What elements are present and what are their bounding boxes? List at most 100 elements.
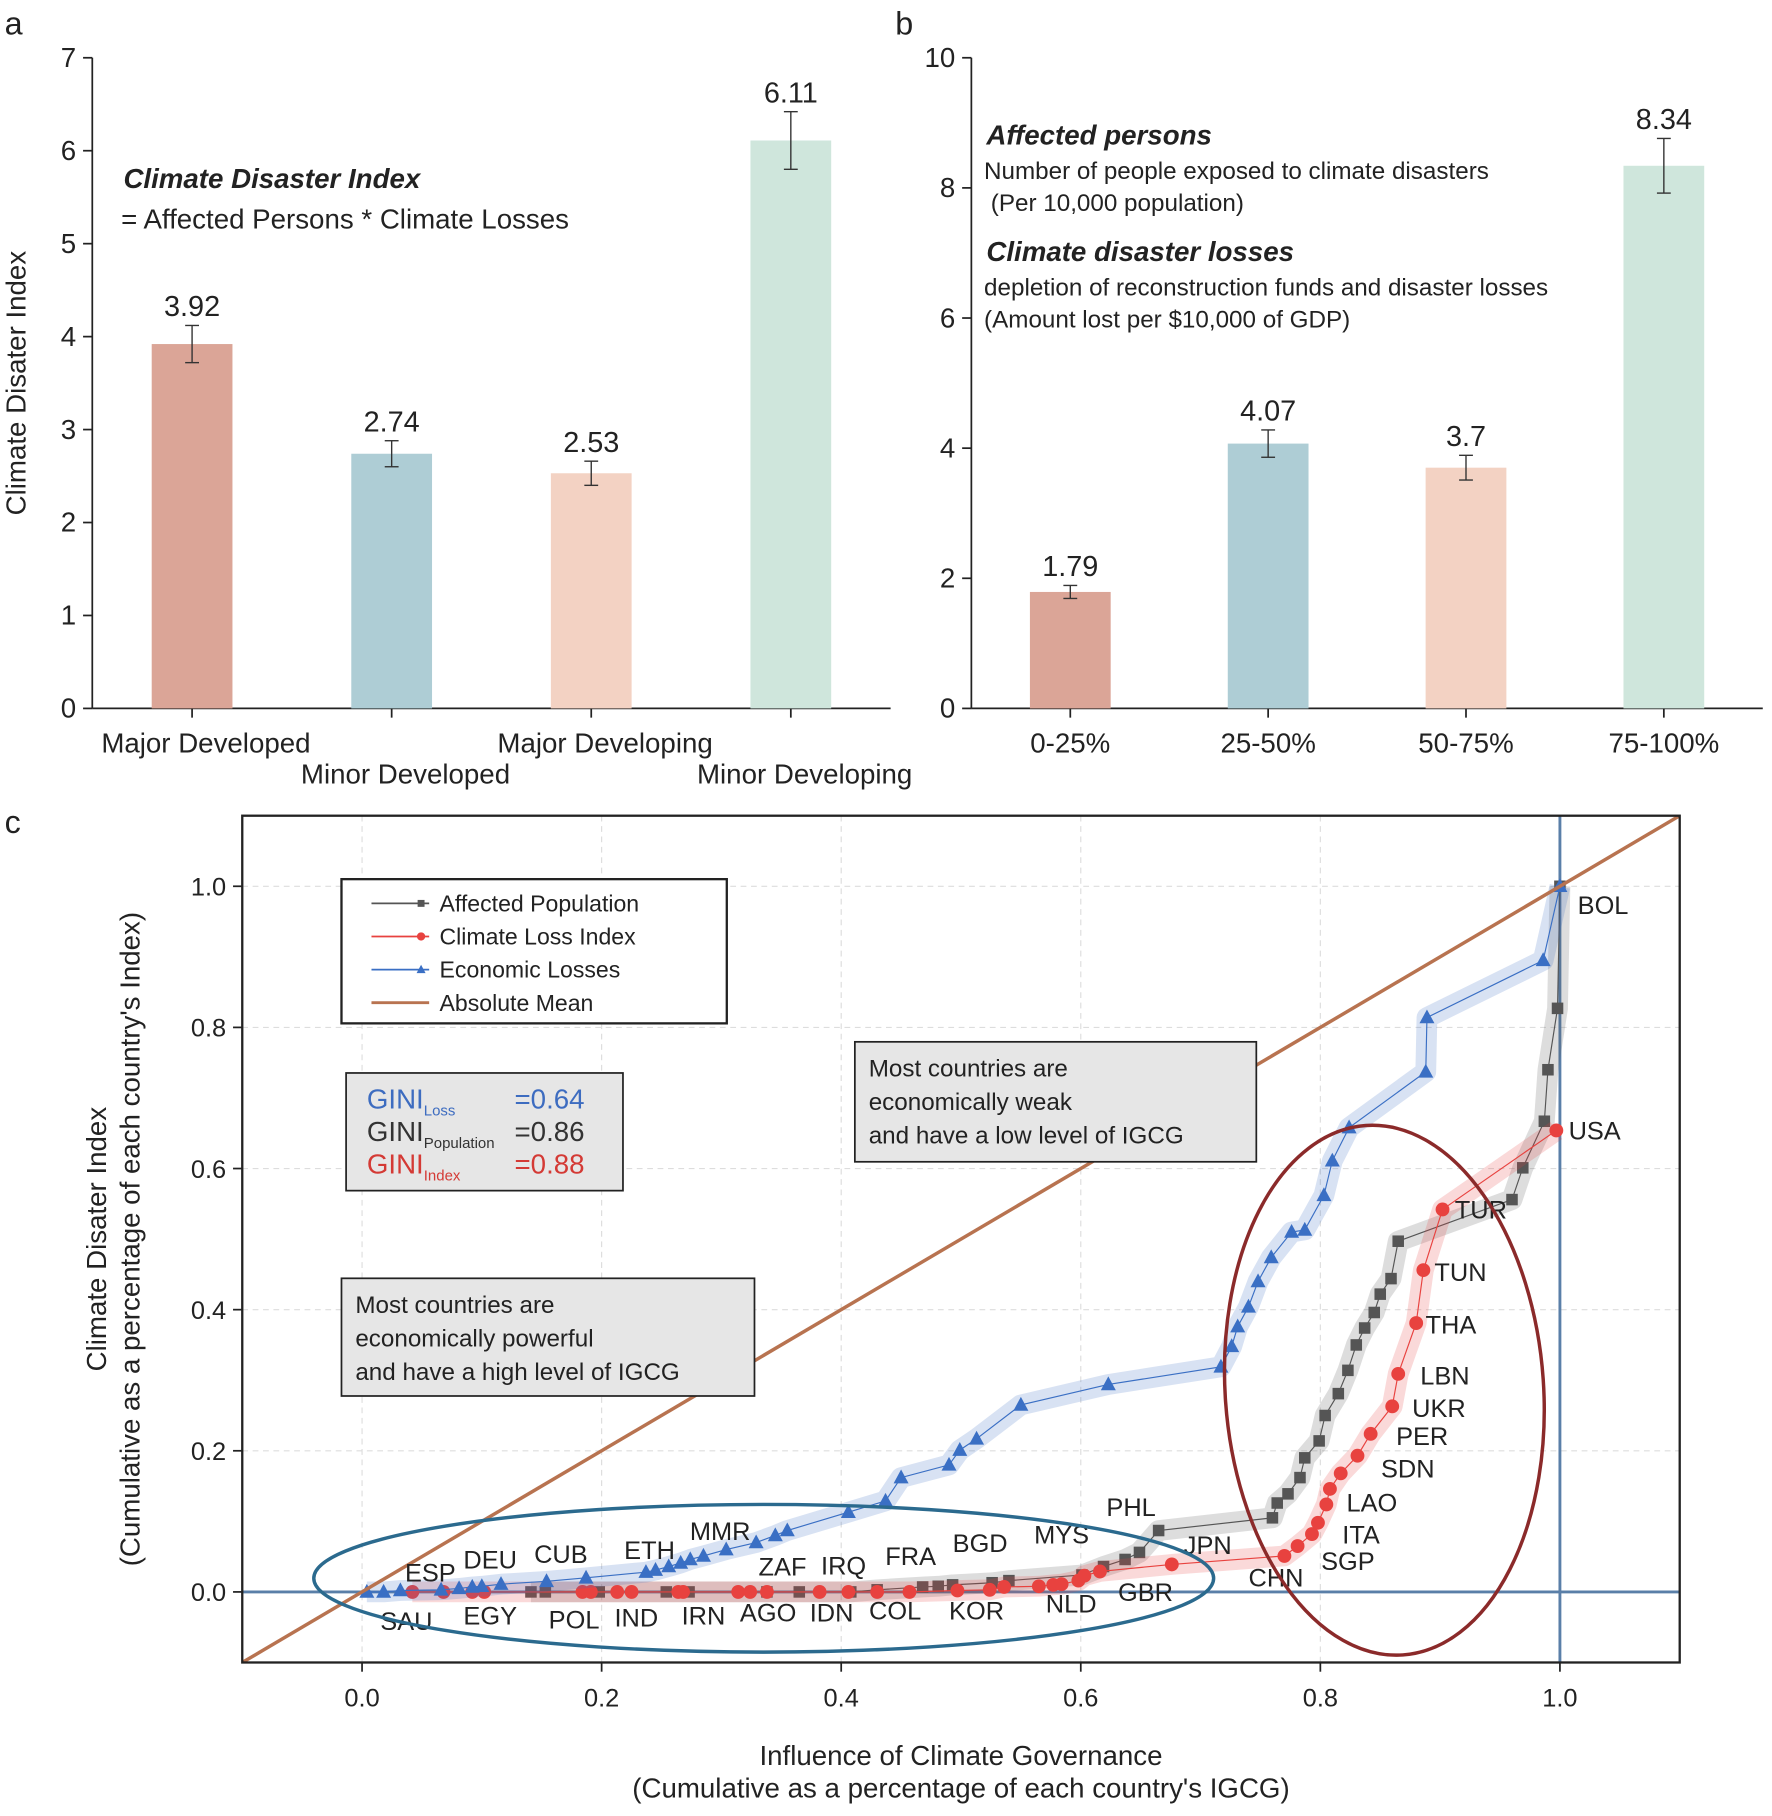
x-tick-label: 0.2 <box>584 1684 619 1712</box>
bar <box>1029 591 1111 709</box>
note-text: Most countries are <box>869 1055 1068 1082</box>
point <box>583 1584 598 1599</box>
y-tick-label: 0 <box>940 693 955 724</box>
y-tick-label: 0.0 <box>191 1579 226 1607</box>
point <box>997 1580 1012 1594</box>
value-label: 4.07 <box>1240 396 1296 428</box>
point <box>870 1584 885 1599</box>
cluster-ellipse <box>1222 1123 1546 1657</box>
value-label: 3.7 <box>1446 421 1486 453</box>
bar <box>1425 467 1507 709</box>
point <box>676 1584 691 1599</box>
point <box>539 1573 555 1588</box>
panel-label: a <box>5 6 23 42</box>
point <box>1240 1298 1256 1313</box>
point <box>1391 1366 1406 1381</box>
point <box>417 899 425 907</box>
gini-label: GINI <box>367 1116 424 1147</box>
value-label: 3.92 <box>164 291 220 323</box>
point-label: GBR <box>1118 1579 1173 1607</box>
legend-label: Affected Population <box>440 890 640 916</box>
panel-label: c <box>5 804 21 840</box>
x-axis-label: Influence of Climate Governance <box>759 1740 1162 1771</box>
panel-label: b <box>895 6 913 42</box>
point <box>1282 1488 1294 1500</box>
bar <box>151 344 233 709</box>
point <box>451 1580 467 1595</box>
point-label: LAO <box>1346 1490 1397 1518</box>
point-label: PHL <box>1106 1494 1155 1522</box>
y-tick-label: 0 <box>61 693 76 724</box>
point <box>1538 1115 1551 1128</box>
point <box>1506 1193 1518 1206</box>
point-label: FRA <box>885 1543 936 1571</box>
point-label: TUN <box>1434 1259 1486 1287</box>
gini-value: =0.64 <box>515 1084 585 1115</box>
point <box>982 1582 997 1597</box>
point <box>1392 1235 1404 1247</box>
point <box>1385 1399 1400 1414</box>
point-label: USA <box>1569 1118 1621 1146</box>
legend-label: Absolute Mean <box>440 990 594 1016</box>
plot-area <box>242 815 1680 1663</box>
point <box>1332 1387 1345 1400</box>
point-label: KOR <box>949 1597 1004 1625</box>
y-tick-label: 0.6 <box>191 1156 226 1184</box>
point <box>682 1551 698 1566</box>
point <box>743 1584 758 1599</box>
point-label: COL <box>869 1597 921 1625</box>
note-box <box>340 1277 756 1397</box>
point <box>1319 1497 1334 1512</box>
point-label: AGO <box>740 1600 796 1628</box>
note-text: depletion of reconstruction funds and di… <box>984 274 1548 301</box>
point-label: ETH <box>624 1537 675 1565</box>
point <box>1535 952 1551 967</box>
point-label: EGY <box>463 1602 517 1630</box>
note-text: = Affected Persons * Climate Losses <box>121 204 569 235</box>
gini-subscript: Index <box>424 1167 461 1184</box>
x-tick-label: Minor Developed <box>301 758 510 789</box>
gini-subscript: Loss <box>424 1103 456 1120</box>
y-axis-label: (Cumulative as a percentage of each coun… <box>115 912 146 1566</box>
gini-line: GINIIndex =0.88 <box>367 1148 585 1184</box>
point <box>767 1527 783 1542</box>
gini-label: GINI <box>367 1084 424 1115</box>
gini-line: GINILoss =0.64 <box>367 1084 585 1120</box>
point <box>916 1581 929 1593</box>
point <box>950 1583 965 1598</box>
point <box>1368 1306 1381 1319</box>
gini-label: GINI <box>367 1148 424 1179</box>
point <box>1549 1123 1564 1138</box>
note-title: Climate Disaster Index <box>123 163 421 194</box>
gini-value: =0.86 <box>515 1116 585 1147</box>
y-tick-label: 1.0 <box>191 874 226 902</box>
value-label: 6.11 <box>764 77 818 109</box>
point <box>1324 1152 1340 1167</box>
gini-box <box>345 1072 624 1192</box>
note-text: Most countries are <box>355 1292 554 1319</box>
x-tick-label: 25-50% <box>1220 727 1315 758</box>
point-label: ZAF <box>759 1554 807 1582</box>
point <box>1294 1471 1306 1484</box>
x-tick-label: 0.6 <box>1063 1684 1098 1712</box>
point <box>1266 1512 1279 1524</box>
point <box>760 1584 774 1599</box>
point <box>878 1492 894 1507</box>
y-tick-label: 4 <box>940 432 955 463</box>
point <box>416 932 426 941</box>
point <box>1077 1568 1092 1583</box>
point <box>902 1584 917 1599</box>
bar <box>351 453 433 709</box>
y-tick-label: 0.4 <box>191 1297 226 1325</box>
point <box>1342 1364 1354 1377</box>
note-text: Number of people exposed to climate disa… <box>984 158 1489 185</box>
note-text: economically weak <box>869 1089 1073 1116</box>
point <box>841 1584 856 1599</box>
point-label: NLD <box>1046 1590 1097 1618</box>
point <box>986 1576 998 1589</box>
point <box>893 1469 909 1484</box>
point <box>1542 1063 1554 1076</box>
bar <box>550 473 632 709</box>
point <box>673 1554 689 1569</box>
point <box>718 1541 734 1556</box>
